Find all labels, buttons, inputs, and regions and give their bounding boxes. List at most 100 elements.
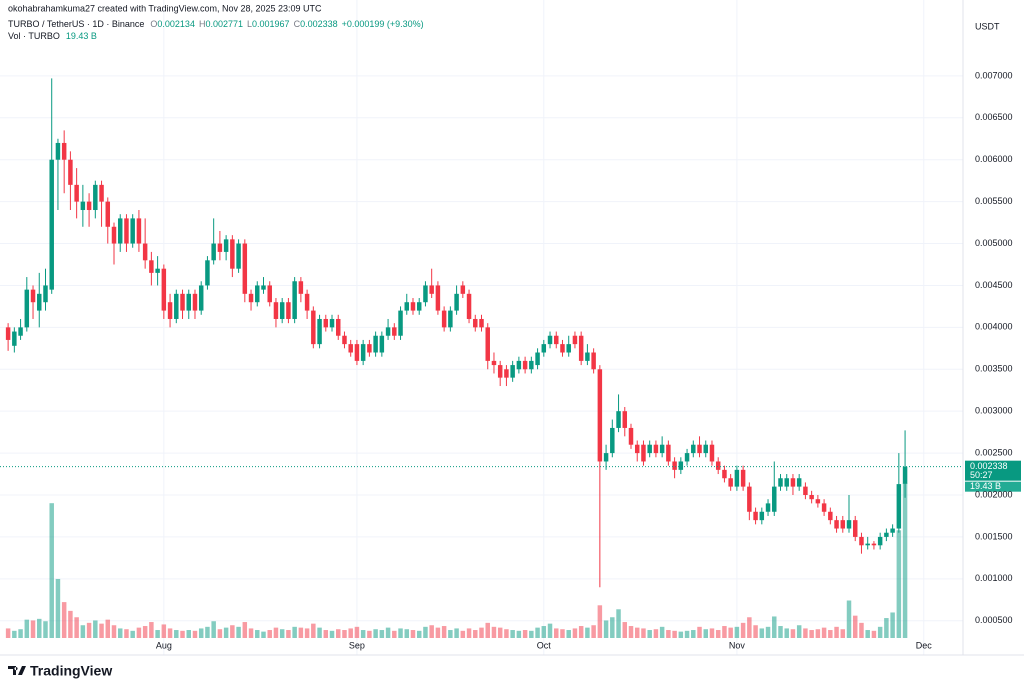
candle-body <box>124 218 129 244</box>
y-tick-label: 0.002500 <box>975 447 1013 457</box>
candle-body <box>834 520 839 529</box>
volume-bar <box>504 629 509 638</box>
volume-bar <box>722 626 727 638</box>
y-tick-label: 0.000500 <box>975 615 1013 625</box>
volume-bar <box>80 625 86 638</box>
volume-bar <box>896 530 902 638</box>
candle-body <box>43 285 48 303</box>
open-label: O <box>150 19 157 29</box>
volume-bar <box>547 623 553 638</box>
candle-body <box>105 201 111 227</box>
volume-bar <box>703 629 708 638</box>
candle-body <box>261 285 266 290</box>
volume-bar <box>180 630 185 638</box>
candle-body <box>186 293 191 311</box>
volume-bar <box>759 628 765 638</box>
volume-bar <box>255 630 260 638</box>
candle-body <box>410 302 416 311</box>
candle-body <box>865 543 870 546</box>
candle-body <box>24 289 30 328</box>
candle-body <box>298 281 304 294</box>
volume-bar <box>672 630 677 638</box>
symbol: TURBO / TetherUS · 1D · Binance <box>8 19 144 29</box>
candle-body <box>871 543 877 546</box>
candle-body <box>678 461 684 470</box>
candle-body <box>292 281 297 319</box>
candle-body <box>149 260 154 273</box>
candle-body <box>174 293 179 319</box>
candle-body <box>603 453 609 462</box>
logo: TradingView <box>8 663 112 679</box>
volume-bar <box>641 628 646 638</box>
candle-body <box>448 310 453 328</box>
volume-bar <box>740 622 746 638</box>
volume-bar <box>242 622 248 638</box>
candle-body <box>522 360 528 370</box>
y-tick-label: 0.005500 <box>975 196 1013 206</box>
candle-body <box>18 327 23 336</box>
candle-body <box>647 444 652 454</box>
volume-bar <box>49 503 54 638</box>
candle-body <box>659 444 665 454</box>
volume-bar <box>466 628 472 638</box>
candle-body <box>578 335 584 361</box>
candle-body <box>223 239 229 252</box>
candle-body <box>373 335 378 353</box>
candle-body <box>155 268 160 273</box>
x-tick-label: Aug <box>156 640 172 650</box>
candle-body <box>485 327 490 361</box>
candle-body <box>273 302 279 319</box>
volume-bar <box>174 630 179 638</box>
candle-body <box>55 142 61 160</box>
candle-body <box>211 243 216 261</box>
candle-body <box>80 201 86 211</box>
volume-bar <box>859 622 864 638</box>
volume-bar <box>828 630 833 638</box>
candle-body <box>591 352 596 370</box>
candle-body <box>491 360 497 366</box>
volume-bar <box>821 627 827 638</box>
candle-body <box>423 285 428 303</box>
volume-bar <box>884 618 889 638</box>
candle-body <box>286 302 291 319</box>
volume-bar <box>796 625 802 638</box>
volume-bar <box>585 627 590 638</box>
volume-bar <box>68 610 73 638</box>
close-label: C <box>294 19 301 29</box>
volume-bar <box>149 622 154 638</box>
volume-bar <box>865 630 870 638</box>
change: +0.000199 (+9.30%) <box>342 19 424 29</box>
volume-bar <box>697 626 702 638</box>
candle-body <box>348 344 353 353</box>
last-price-box <box>965 460 1021 481</box>
volume-bar <box>560 629 565 638</box>
candle-body <box>267 285 272 303</box>
candle-body <box>392 327 397 336</box>
candle-body <box>772 486 777 512</box>
candle-body <box>342 335 347 345</box>
candle-body <box>541 344 547 353</box>
volume-bar <box>429 625 434 638</box>
volume-bar <box>772 616 777 638</box>
volume-bar <box>666 630 671 638</box>
volume-bar <box>834 626 839 638</box>
volume-bar <box>410 630 416 638</box>
volume-bar <box>348 628 353 638</box>
candle-body <box>198 285 204 311</box>
candle-body <box>161 268 167 311</box>
volume-bar <box>871 630 877 638</box>
volume-bar <box>852 615 858 638</box>
volume-bar <box>323 630 329 638</box>
candle-body <box>504 369 509 378</box>
volume-bar <box>479 627 484 638</box>
candle-body <box>167 302 173 319</box>
volume-bar <box>753 625 758 638</box>
volume-bar <box>354 626 360 638</box>
candle-body <box>329 318 335 328</box>
volume-bar <box>709 628 715 638</box>
volume-bar <box>61 602 67 638</box>
candle-body <box>248 293 254 303</box>
volume-bar <box>647 630 652 638</box>
candle-body <box>379 335 385 353</box>
volume-bar <box>423 626 428 638</box>
